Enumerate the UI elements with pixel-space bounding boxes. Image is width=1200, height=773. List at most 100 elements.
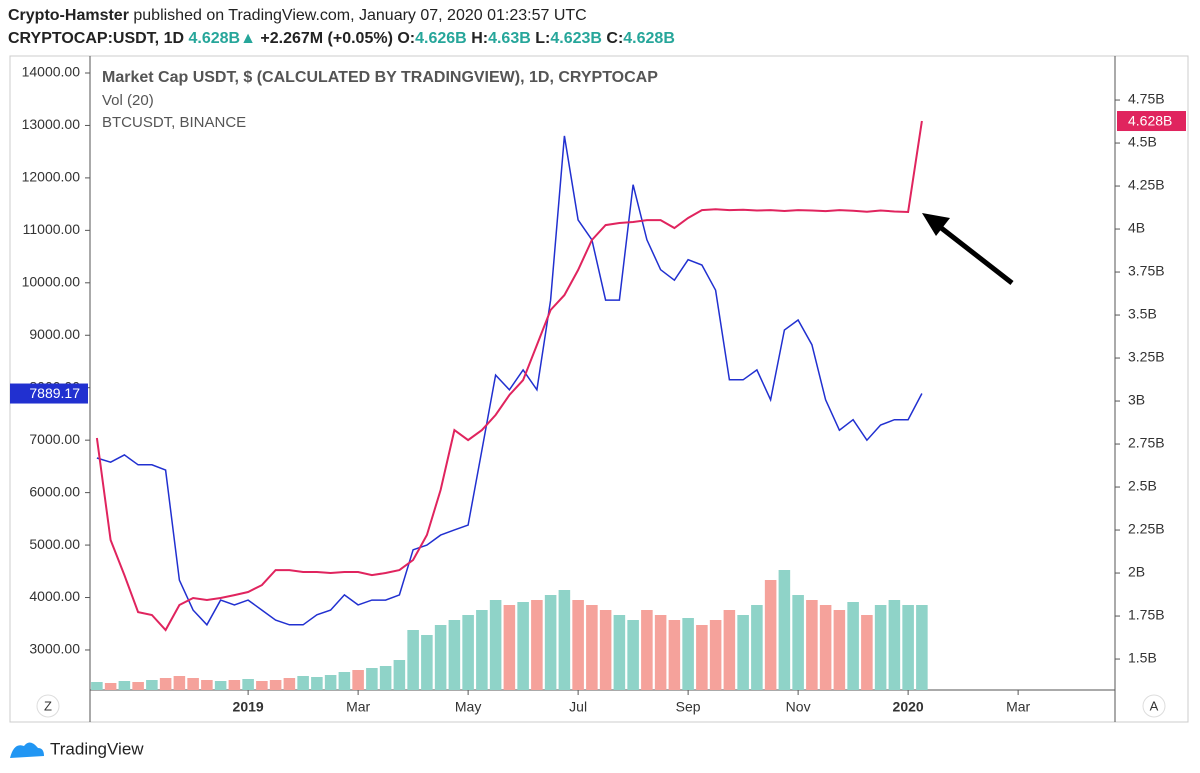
- y-tick-label: 7000.00: [29, 431, 80, 447]
- x-tick-label: 2020: [893, 699, 924, 715]
- volume-bar: [792, 595, 804, 690]
- volume-bar: [366, 668, 378, 690]
- volume-bar: [201, 680, 213, 690]
- annotation-arrow: [922, 213, 1014, 285]
- volume-bar: [311, 677, 323, 690]
- axis-labels: 3000.004000.005000.006000.007000.008000.…: [10, 64, 1186, 666]
- x-tick-label: May: [1115, 699, 1141, 715]
- y2-tick-label: 2.75B: [1128, 435, 1165, 451]
- volume-bar: [517, 602, 529, 690]
- volume-bar: [709, 620, 722, 690]
- y2-tick-label: 4B: [1128, 220, 1145, 236]
- header-line: Crypto-Hamster published on TradingView.…: [8, 7, 587, 24]
- volume-bar: [916, 605, 928, 690]
- volume-bar: [228, 680, 241, 690]
- y2-tick-label: 4.5B: [1128, 134, 1157, 150]
- volume-bar: [778, 570, 791, 690]
- y2-tick-label: 2.25B: [1128, 521, 1165, 537]
- change: +2.267M (+0.05%): [260, 30, 393, 47]
- y2-tick-label: 1.75B: [1128, 607, 1165, 623]
- y-tick-label: 6000.00: [29, 483, 80, 499]
- zoom-button[interactable]: [36, 694, 60, 718]
- volume-bar: [104, 683, 117, 690]
- volume-bar: [861, 615, 873, 690]
- volume-bar: [902, 605, 914, 690]
- volume-bar: [297, 676, 309, 690]
- x-tick-label: Mar: [1006, 699, 1030, 715]
- volume-bar: [627, 620, 639, 690]
- o-label: O:: [397, 30, 415, 47]
- chart-frame: [9, 55, 1189, 723]
- y2-tick-label: 4.25B: [1128, 177, 1165, 193]
- legend-main: Market Cap USDT, $ (CALCULATED BY TRADIN…: [102, 69, 658, 86]
- published: published on TradingView.com, January 07…: [133, 7, 586, 24]
- volume-bar: [599, 610, 612, 690]
- volume-bar: [847, 602, 859, 690]
- volume-bar: [668, 620, 681, 690]
- low: 4.623B: [550, 30, 602, 47]
- y2-tick-label: 1.5B: [1128, 650, 1157, 666]
- volume-bar: [352, 670, 364, 690]
- symbol: CRYPTOCAP:USDT, 1D: [8, 30, 184, 47]
- last-value-label: 7889.17: [29, 385, 80, 401]
- zoom-button-label[interactable]: Z: [44, 698, 52, 713]
- y2-tick-label: 2.5B: [1128, 478, 1157, 494]
- volume-bar: [338, 672, 351, 690]
- y-tick-label: 11000.00: [23, 221, 81, 237]
- legend-btc: BTCUSDT, BINANCE: [102, 114, 246, 131]
- volume-bar: [242, 679, 254, 690]
- y2-tick-label: 3.25B: [1128, 349, 1165, 365]
- x-tick-label: 2019: [233, 699, 264, 715]
- volume-bar: [586, 605, 598, 690]
- volume-bar: [572, 600, 584, 690]
- open: 4.626B: [415, 30, 467, 47]
- auto-button[interactable]: [1142, 694, 1166, 718]
- high: 4.63B: [488, 30, 531, 47]
- volume-bar: [283, 678, 296, 690]
- volume-layer: [91, 570, 928, 690]
- c-label: C:: [606, 30, 623, 47]
- x-tick-label: Mar: [346, 699, 370, 715]
- symbol-line: CRYPTOCAP:USDT, 1D 4.628B▲ +2.267M (+0.0…: [8, 30, 675, 47]
- volume-bar: [544, 595, 557, 690]
- y2-tick-label: 2B: [1128, 564, 1145, 580]
- brand-logo: [10, 742, 44, 758]
- volume-bar: [269, 680, 282, 690]
- x-ticks: 2019 Mar May Jul Sep Nov 2020 Mar May: [233, 690, 1141, 715]
- volume-bar: [187, 678, 199, 690]
- volume-bar: [489, 600, 502, 690]
- volume-bar: [407, 630, 419, 690]
- volume-bar: [806, 600, 818, 690]
- l-label: L:: [535, 30, 550, 47]
- y-tick-label: 13000.00: [22, 116, 81, 132]
- volume-bar: [132, 682, 144, 690]
- volume-bar: [874, 605, 887, 690]
- volume-bar: [737, 615, 749, 690]
- last-value-label: 4.628B: [1128, 113, 1172, 129]
- last: 4.628B: [188, 30, 240, 47]
- last-value-tag: [10, 383, 88, 404]
- volume-bar: [462, 615, 474, 690]
- volume-bar: [723, 610, 736, 690]
- line-0: [96, 135, 923, 627]
- y-tick-label: 5000.00: [29, 536, 80, 552]
- volume-bar: [448, 620, 461, 690]
- volume-bar: [324, 675, 337, 690]
- y2-tick-label: 3.5B: [1128, 306, 1157, 322]
- line-layer: [95, 120, 923, 632]
- volume-bar: [159, 678, 172, 690]
- auto-button-label[interactable]: A: [1150, 698, 1159, 713]
- y-tick-label: 9000.00: [29, 326, 80, 342]
- volume-bar: [531, 600, 543, 690]
- volume-bar: [476, 610, 488, 690]
- volume-bar: [613, 615, 626, 690]
- x-tick-label: Sep: [676, 699, 701, 715]
- volume-bar: [819, 605, 832, 690]
- volume-bar: [682, 618, 694, 690]
- x-tick-label: May: [455, 699, 481, 715]
- close: 4.628B: [623, 30, 675, 47]
- y-tick-label: 10000.00: [22, 274, 81, 290]
- h-label: H:: [471, 30, 488, 47]
- volume-bar: [751, 605, 763, 690]
- volume-bar: [214, 681, 227, 690]
